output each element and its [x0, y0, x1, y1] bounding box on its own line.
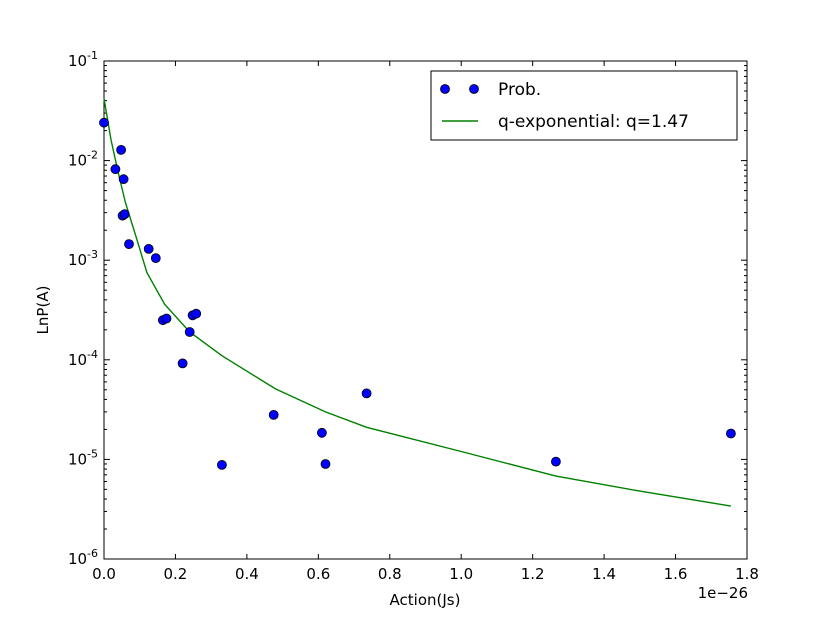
prob-point	[150, 253, 161, 264]
prob-point	[119, 209, 130, 220]
y-tick-label: 10-6	[68, 547, 98, 568]
prob-series	[99, 117, 736, 470]
prob-point	[124, 239, 134, 250]
prob-point	[551, 456, 561, 467]
y-tick-label: 10-2	[68, 149, 98, 170]
prob-point	[118, 174, 129, 185]
q-exponential-series	[103, 98, 732, 507]
x-tick-label: 1.0	[449, 565, 473, 583]
x-tick-label: 1.6	[664, 565, 688, 583]
y-axis-label: LnP(A)	[34, 286, 52, 335]
prob-point	[320, 459, 331, 469]
x-tick-label: 1.2	[521, 565, 545, 583]
x-offset-label: 1e−26	[698, 584, 748, 602]
prob-point	[191, 308, 202, 319]
prob-point	[99, 117, 109, 128]
prob-point	[116, 144, 126, 155]
legend: Prob. q-exponential: q=1.47	[430, 70, 738, 141]
legend-frame	[430, 70, 738, 141]
x-axis-label: Action(Js)	[390, 591, 461, 609]
x-tick-label: 1.4	[592, 565, 616, 583]
x-tick-label: 0.4	[235, 565, 259, 583]
x-tick-label: 0.2	[164, 565, 188, 583]
prob-point	[110, 164, 121, 175]
prob-point	[184, 327, 195, 337]
prob-point	[177, 358, 188, 369]
prob-point	[268, 409, 279, 420]
x-tick-label: 0.8	[378, 565, 402, 583]
y-tick-label: 10-1	[68, 49, 98, 70]
legend-marker-prob-2	[469, 84, 479, 94]
x-tick-label: 0.0	[92, 565, 116, 583]
prob-point	[316, 427, 327, 438]
prob-point	[216, 459, 227, 470]
prob-point	[161, 313, 172, 324]
x-tick-label: 0.6	[306, 565, 330, 583]
y-tick-label: 10-4	[68, 348, 98, 369]
x-axis: 0.0 0.2 0.4 0.6 0.8 1.0 1.2 1.4 1.6 1.8	[92, 61, 759, 583]
y-tick-label: 10-5	[68, 447, 98, 468]
prob-point	[726, 428, 736, 439]
legend-label-q-exponential: q-exponential: q=1.47	[498, 112, 689, 132]
q-exponential-line	[103, 98, 732, 507]
x-tick-label: 1.8	[735, 565, 759, 583]
y-tick-label: 10-3	[68, 248, 98, 269]
plot-area	[103, 60, 748, 560]
prob-point	[361, 388, 372, 399]
legend-marker-prob-1	[440, 84, 450, 94]
legend-label-prob: Prob.	[498, 80, 541, 100]
prob-point	[143, 243, 154, 254]
y-axis: 10-6 10-5 10-4 10-3 10-2 10-1	[68, 49, 747, 568]
